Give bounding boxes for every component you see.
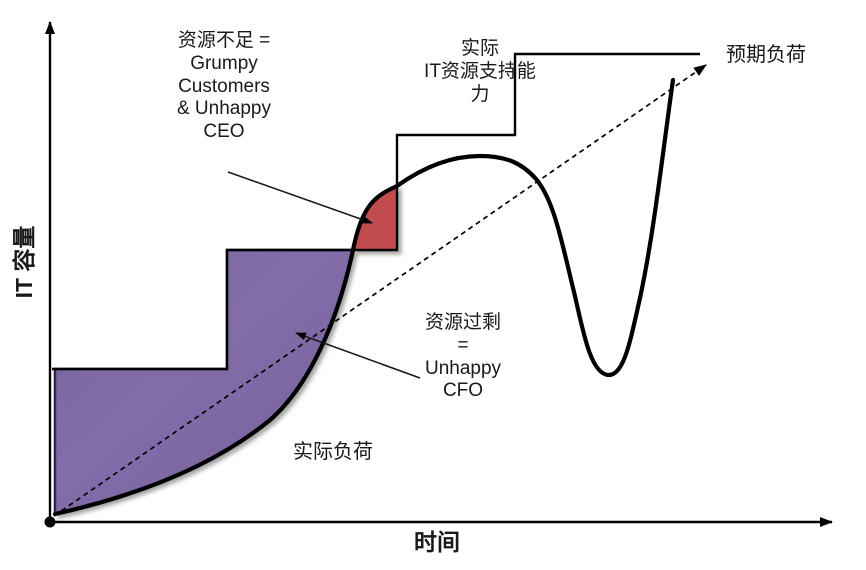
expected-load-label: 预期负荷: [726, 44, 806, 66]
surplus-label: 资源过剩 = Unhappy CFO: [424, 312, 502, 402]
actual-load-curve: [52, 77, 676, 517]
origin-dot: [44, 516, 56, 528]
capacity-step-line: [52, 52, 700, 371]
shortage-annotation-arrow: [227, 171, 373, 224]
capacity-line-label: 实际 IT资源支持能 力: [424, 38, 536, 105]
expected-load-line: [53, 64, 707, 517]
actual-load-label: 实际负荷: [293, 441, 373, 463]
y-axis-label: IT 容量: [11, 225, 37, 299]
surplus-annotation-arrow: [295, 332, 421, 379]
shortage-label: 资源不足 = Grumpy Customers & Unhappy CEO: [176, 30, 271, 143]
surplus-region-shading: [55, 250, 353, 514]
x-axis-label: 时间: [414, 529, 460, 555]
